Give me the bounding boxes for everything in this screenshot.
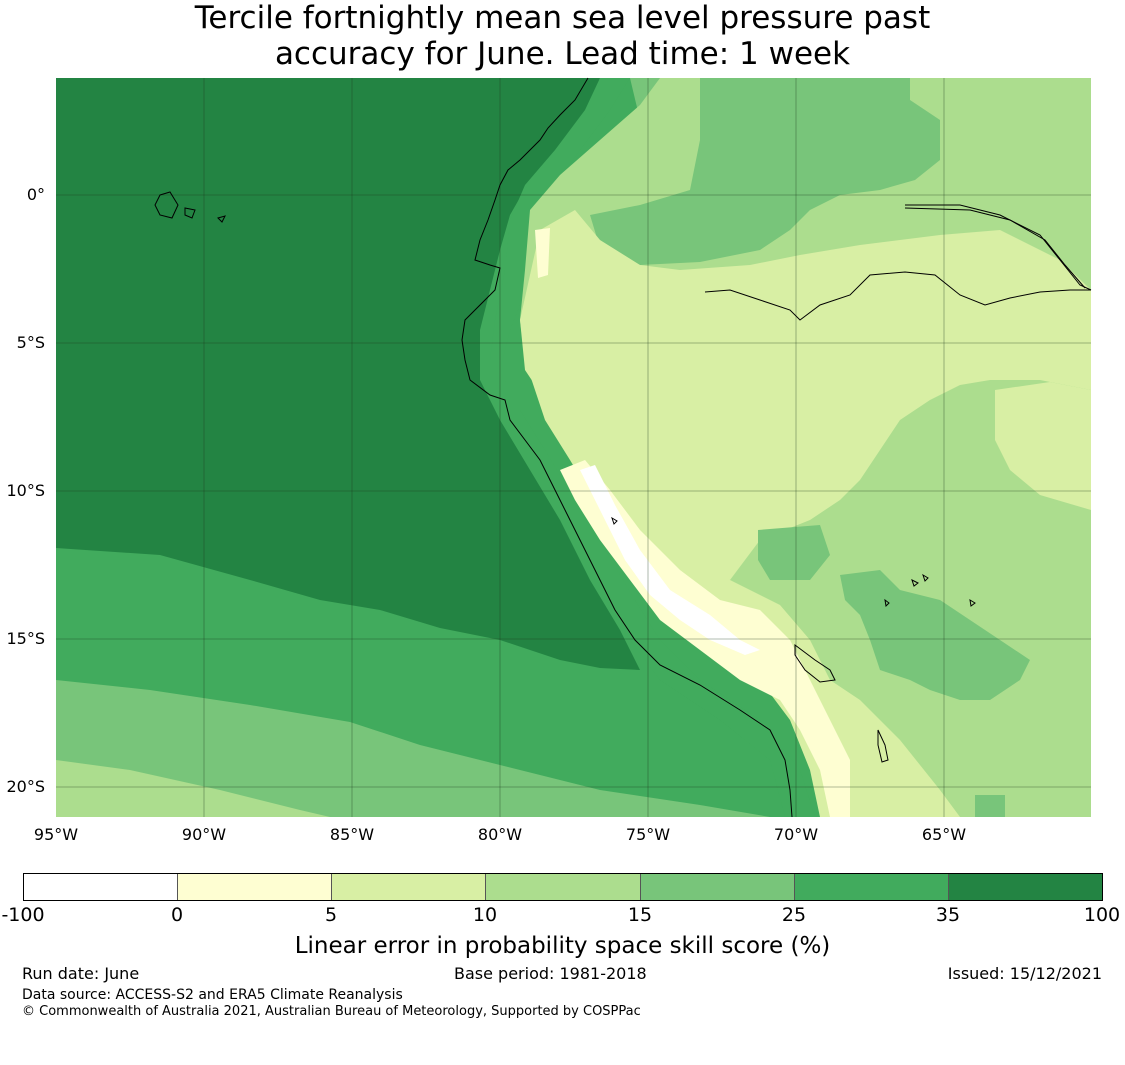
colorbar-tick: -100	[1, 904, 45, 926]
colorbar-label: Linear error in probability space skill …	[294, 933, 831, 959]
lon-label-95w: 95°W	[33, 825, 79, 844]
skill-score-map	[56, 77, 1092, 818]
colorbar-tick: 15	[627, 904, 653, 926]
colorbar-tick: 0	[170, 904, 184, 926]
colorbar-segment	[178, 874, 333, 900]
lon-label-90w: 90°W	[181, 825, 227, 844]
lat-label-10s: 10°S	[6, 481, 45, 500]
lon-label-85w: 85°W	[329, 825, 375, 844]
colorbar-segment	[794, 874, 949, 900]
region-0-5-north	[535, 228, 550, 278]
region-5-10-coastal	[520, 210, 1091, 580]
colorbar-segment	[486, 874, 641, 900]
map-title: Tercile fortnightly mean sea level press…	[0, 0, 1125, 72]
region-ocean-15-25	[56, 680, 770, 817]
lon-label-65w: 65°W	[921, 825, 967, 844]
title-line-1: Tercile fortnightly mean sea level press…	[194, 0, 931, 36]
colorbar	[23, 873, 1103, 901]
lat-label-5s: 5°S	[16, 333, 45, 352]
lon-label-75w: 75°W	[625, 825, 671, 844]
region-5-10-east	[995, 382, 1091, 510]
colorbar-segment	[332, 874, 487, 900]
region-ocean-10-15	[56, 760, 330, 817]
lat-label-15s: 15°S	[6, 629, 45, 648]
run-date: Run date: June	[22, 964, 140, 983]
colorbar-tick: 10	[472, 904, 498, 926]
data-source: Data source: ACCESS-S2 and ERA5 Climate …	[22, 987, 403, 1003]
region-5-10-south	[530, 375, 960, 817]
lon-label-80w: 80°W	[477, 825, 523, 844]
region-ocean-35-100	[56, 78, 640, 670]
region-coastal-25-35	[490, 78, 815, 817]
colorbar-segment	[640, 874, 795, 900]
issued-date: Issued: 15/12/2021	[947, 964, 1102, 983]
coastline	[154, 77, 1092, 818]
region-negative	[580, 465, 760, 655]
region-15-25-patch-c	[975, 795, 1005, 817]
region-ne-15-25	[590, 78, 940, 265]
lat-label-20s: 20°S	[6, 777, 45, 796]
colorbar-tick: 100	[1083, 904, 1121, 926]
colorbar-tick: 35	[935, 904, 961, 926]
base-period: Base period: 1981-2018	[454, 964, 647, 983]
copyright: © Commonwealth of Australia 2021, Austra…	[22, 1004, 641, 1019]
lat-label-0: 0°	[26, 185, 45, 204]
region-15-25-patch-a	[758, 525, 830, 580]
colorbar-tick: 25	[781, 904, 807, 926]
title-line-2: accuracy for June. Lead time: 1 week	[274, 36, 851, 72]
graticule	[56, 78, 1091, 817]
colorbar-segment	[24, 874, 179, 900]
colorbar-tick: 5	[324, 904, 338, 926]
colorbar-segment	[948, 874, 1102, 900]
lon-label-70w: 70°W	[773, 825, 819, 844]
